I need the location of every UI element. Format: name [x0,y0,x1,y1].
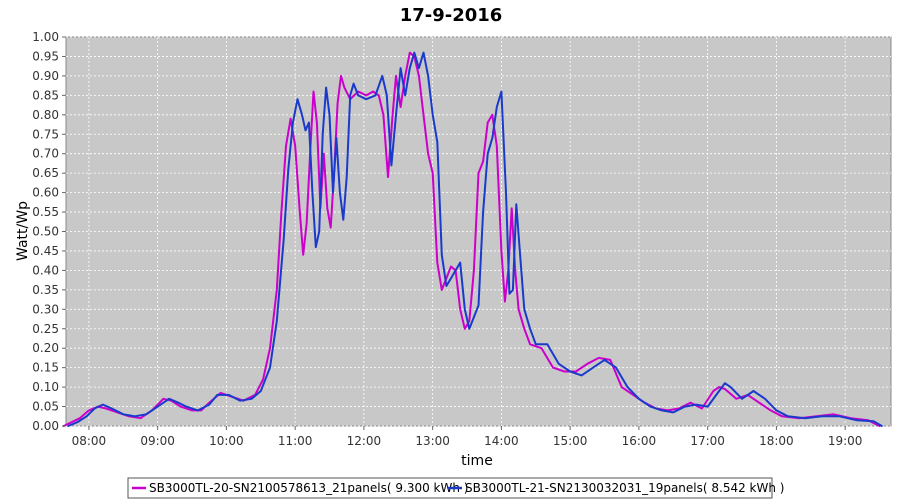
series-line-2 [67,51,883,427]
legend-label-2: SB3000TL-21-SN2130032031_19panels( 8.542… [465,481,784,495]
x-tick-label: 13:00 [415,434,450,448]
y-tick-label: 0.75 [32,127,59,141]
legend: SB3000TL-20-SN2100578613_21panels( 9.300… [127,477,784,499]
y-tick-label: 0.20 [32,341,59,355]
y-tick-label: 0.10 [32,380,59,394]
x-tick-label: 18:00 [759,434,794,448]
y-tick-label: 0.40 [32,263,59,277]
y-tick-label: 0.25 [32,322,59,336]
y-tick-label: 0.30 [32,302,59,316]
x-tick-label: 09:00 [140,434,175,448]
x-tick-label: 14:00 [484,434,519,448]
x-axis-title: time [461,453,493,469]
x-tick-label: 12:00 [347,434,382,448]
series-group [62,51,883,427]
y-tick-label: 0.05 [32,400,59,414]
y-tick-label: 0.95 [32,49,59,63]
y-tick-label: 0.60 [32,186,59,200]
x-tick-label: 17:00 [690,434,725,448]
legend-label-1: SB3000TL-20-SN2100578613_21panels( 9.300… [149,481,468,495]
y-tick-label: 0.65 [32,166,59,180]
y-tick-label: 1.00 [32,30,59,44]
axes: 0.00 0.05 0.10 0.15 0.20 0.25 0.30 0.35 0.40 0.45… [32,30,862,448]
y-tick-label: 0.80 [32,108,59,122]
y-tick-label: 0.50 [32,225,59,239]
y-tick-label: 0.90 [32,69,59,83]
y-tick-label: 0.85 [32,88,59,102]
y-tick-label: 0.55 [32,205,59,219]
y-axis-title: Watt/Wp [15,201,31,261]
y-tick-label: 0.45 [32,244,59,258]
x-tick-label: 15:00 [553,434,588,448]
chart-title: 17-9-2016 [400,5,503,26]
x-tick-label: 16:00 [622,434,657,448]
x-tick-label: 11:00 [278,434,313,448]
y-tick-label: 0.00 [32,419,59,433]
x-tick-label: 19:00 [828,434,863,448]
y-tick-label: 0.70 [32,147,59,161]
y-tick-label: 0.35 [32,283,59,297]
x-tick-label: 10:00 [209,434,244,448]
y-tick-label: 0.15 [32,361,59,375]
x-tick-label: 08:00 [72,434,107,448]
